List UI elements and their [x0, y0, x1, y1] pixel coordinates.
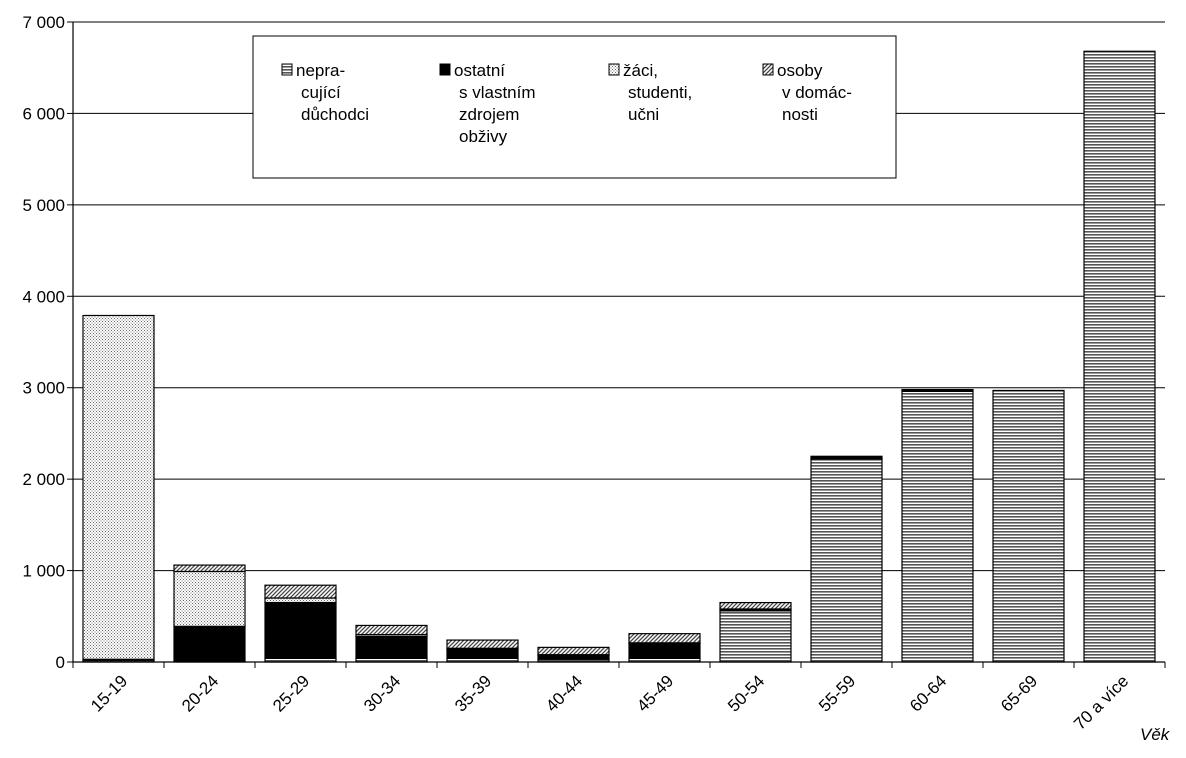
- legend-swatch: [762, 63, 774, 76]
- x-tick-label: 40-44: [542, 671, 586, 715]
- axes: [67, 21, 1166, 668]
- bar-stack: [810, 455, 883, 663]
- legend-box: [252, 35, 897, 179]
- legend-swatch: [439, 63, 451, 76]
- x-tick-label: 70 a více: [1070, 671, 1132, 733]
- x-tick-label: 50-54: [724, 671, 768, 715]
- x-tick-label: 15-19: [87, 671, 131, 715]
- bar-segment: [173, 625, 246, 662]
- bar-segment: [173, 564, 246, 573]
- y-tick-label: 1 000: [22, 562, 65, 581]
- x-tick-label: 30-34: [360, 671, 404, 715]
- legend-label: studenti,: [628, 83, 692, 102]
- legend-label: žáci,: [623, 61, 658, 80]
- legend-label: cující: [301, 83, 341, 102]
- x-tick-label: 65-69: [997, 671, 1041, 715]
- bar-segment: [992, 389, 1065, 663]
- bar-segment: [173, 570, 246, 627]
- bar-stack: [173, 564, 246, 663]
- legend-label: nepra-: [296, 61, 345, 80]
- x-tick-label: 20-24: [178, 671, 222, 715]
- legend-swatch: [608, 63, 620, 76]
- y-tick-label: 2 000: [22, 470, 65, 489]
- bar-segment: [719, 601, 792, 610]
- x-tick-label: 55-59: [815, 671, 859, 715]
- legend-label: ostatní: [454, 61, 505, 80]
- y-tick-label: 7 000: [22, 13, 65, 32]
- y-tick-label: 6 000: [22, 104, 65, 123]
- bar-stack: [264, 584, 337, 663]
- bar-stack: [992, 389, 1065, 663]
- bar-segment: [810, 455, 883, 460]
- bar-stack: [901, 388, 974, 663]
- x-tick-label: 45-49: [633, 671, 677, 715]
- bar-segment: [82, 314, 155, 660]
- bar-segment: [537, 646, 610, 656]
- bar-stack: [82, 314, 155, 663]
- legend-label: důchodci: [301, 105, 369, 124]
- legend-label: obživy: [459, 127, 508, 146]
- bar-segment: [628, 643, 701, 659]
- bar-stack: [446, 639, 519, 663]
- bar-segment: [719, 610, 792, 663]
- bar-segment: [1083, 50, 1156, 663]
- legend-label: s vlastním: [459, 83, 536, 102]
- bar-segment: [355, 624, 428, 636]
- bar-segment: [901, 390, 974, 663]
- y-tick-label: 3 000: [22, 379, 65, 398]
- legend-swatch: [281, 63, 293, 76]
- bar-segment: [810, 458, 883, 663]
- bar-segment: [446, 639, 519, 649]
- legend-label: zdrojem: [459, 105, 519, 124]
- legend-label: nosti: [782, 105, 818, 124]
- bar-segment: [264, 597, 337, 604]
- y-tick-label: 4 000: [22, 287, 65, 306]
- y-tick-label: 5 000: [22, 196, 65, 215]
- bar-stack: [1083, 50, 1156, 663]
- x-tick-label: 25-29: [269, 671, 313, 715]
- bar-segment: [355, 635, 428, 659]
- bar-segment: [446, 648, 519, 659]
- bar-stack: [628, 633, 701, 663]
- bar-segment: [628, 633, 701, 644]
- legend-label: osoby: [777, 61, 823, 80]
- x-axis-title: Věk: [1140, 725, 1171, 744]
- x-tick-label: 35-39: [451, 671, 495, 715]
- y-tick-label: 0: [56, 653, 65, 672]
- x-tick-label: 60-64: [906, 671, 950, 715]
- legend-label: učni: [628, 105, 659, 124]
- legend-label: v domác-: [782, 83, 852, 102]
- bar-stack: [537, 646, 610, 663]
- bars: [82, 50, 1156, 663]
- bar-stack: [719, 601, 792, 663]
- legend: nepra-cující důchodci ostatní s vlastním zdr…: [252, 35, 897, 179]
- bar-stack: [355, 624, 428, 663]
- bar-segment: [901, 388, 974, 392]
- bar-segment: [264, 601, 337, 659]
- bar-segment: [264, 584, 337, 599]
